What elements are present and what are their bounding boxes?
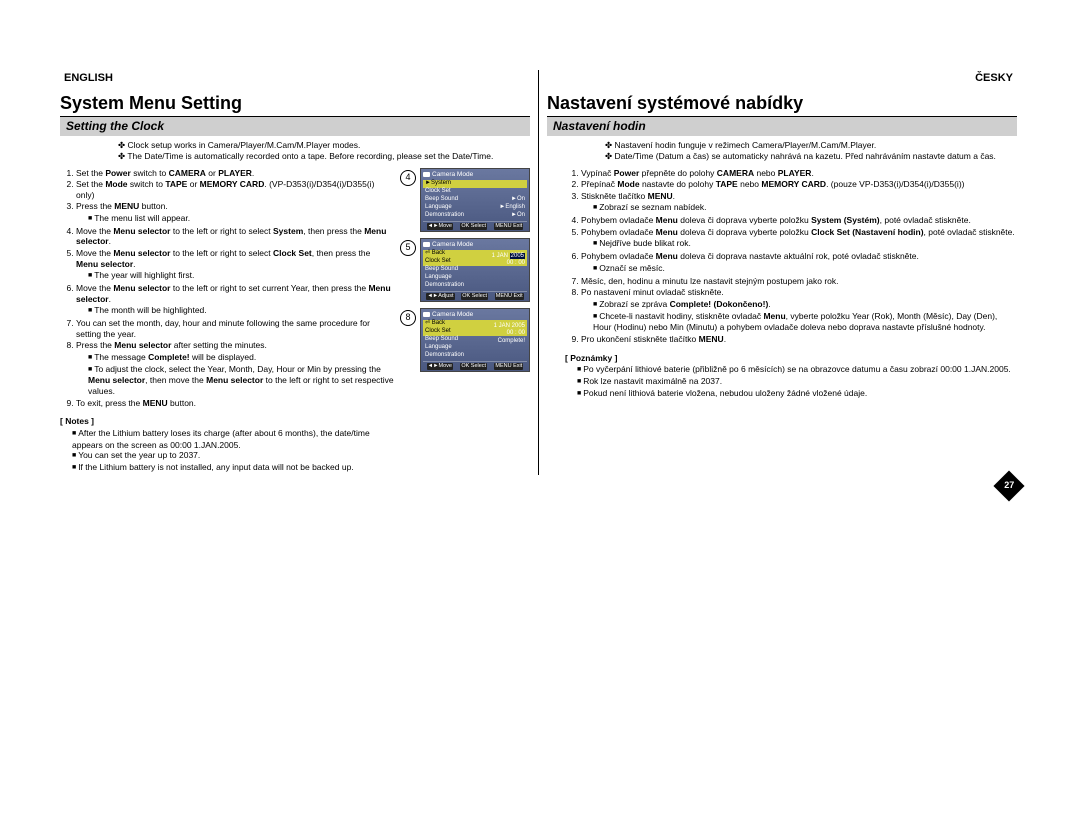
figure-number: 4 [400,170,416,186]
lcd-figure: 5 Camera Mode ⏎ Back Clock SetBeep Sound… [400,238,530,302]
right-column: ČESKY Nastavení systémové nabídky Nastav… [547,70,1017,475]
figure-number: 5 [400,240,416,256]
steps-en: Set the Power switch to CAMERA or PLAYER… [60,168,394,475]
lcd-screen: Camera Mode ⏎ Back Clock SetBeep SoundLa… [420,238,530,302]
center-divider [538,70,539,475]
lcd-figure: 8 Camera Mode ⏎ Back Clock SetBeep Sound… [400,308,530,372]
steps-cz: Vypínač Power přepněte do polohy CAMERA … [565,168,1017,400]
content-row-en: Set the Power switch to CAMERA or PLAYER… [60,168,530,475]
intro-en: Clock setup works in Camera/Player/M.Cam… [78,140,530,161]
left-column: ENGLISH System Menu Setting Setting the … [60,70,530,475]
subheading-en: Setting the Clock [60,116,530,136]
notes-en: After the Lithium battery loses its char… [60,428,394,474]
intro-cz: Nastavení hodin funguje v režimech Camer… [565,140,1017,161]
page-number: 27 [993,470,1024,501]
figure-number: 8 [400,310,416,326]
notes-label-cz: [ Poznámky ] [565,353,1017,364]
lang-en: ENGLISH [60,70,530,88]
lang-cz: ČESKY [547,70,1017,88]
lcd-screen: Camera Mode ►System Clock SetBeep Sound►… [420,168,530,232]
lcd-figures: 4 Camera Mode ►System Clock SetBeep Soun… [400,168,530,475]
lcd-figure: 4 Camera Mode ►System Clock SetBeep Soun… [400,168,530,232]
lcd-screen: Camera Mode ⏎ Back Clock SetBeep SoundLa… [420,308,530,372]
subheading-cz: Nastavení hodin [547,116,1017,136]
notes-cz: Po vyčerpání lithiové baterie (přibližně… [565,364,1017,399]
heading-en: System Menu Setting [60,92,530,115]
notes-label-en: [ Notes ] [60,416,394,427]
heading-cz: Nastavení systémové nabídky [547,92,1017,115]
manual-page: ENGLISH System Menu Setting Setting the … [60,70,1020,475]
